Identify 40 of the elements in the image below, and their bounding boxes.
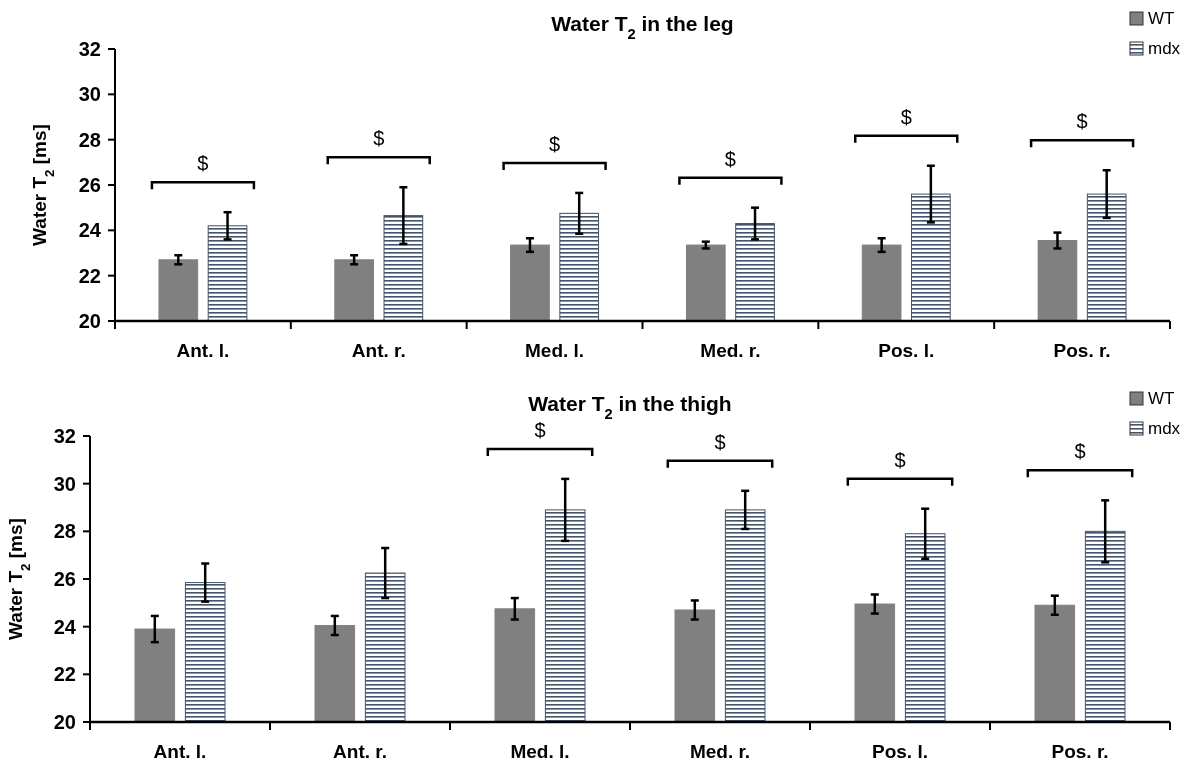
legend-label: WT	[1148, 9, 1175, 28]
legend-label: mdx	[1148, 39, 1181, 58]
annotation: $	[1076, 110, 1088, 133]
y-tick-label: 24	[78, 219, 102, 242]
y-tick-label: 32	[78, 38, 101, 60]
y-tick-label: 26	[78, 174, 101, 196]
y-tick-label: 30	[53, 472, 76, 495]
annotation: $	[373, 127, 385, 150]
y-tick-label: 26	[53, 568, 76, 590]
y-tick-label: 20	[53, 711, 76, 733]
x-tick-label: Pos. l.	[878, 340, 935, 361]
annotation: $	[549, 132, 561, 155]
x-tick-label: Med. l.	[510, 741, 570, 762]
annotation: $	[714, 430, 726, 453]
x-tick-label: Ant. l.	[176, 340, 230, 361]
legend-label: mdx	[1148, 419, 1181, 438]
annotation: $	[894, 448, 906, 471]
x-tick-label: Med. r.	[700, 340, 761, 361]
y-tick-label: 20	[78, 310, 101, 332]
x-tick-label: Pos. r.	[1053, 340, 1111, 361]
x-tick-label: Ant. l.	[153, 741, 207, 762]
legend-label: WT	[1148, 389, 1175, 408]
y-tick-label: 24	[53, 615, 77, 638]
x-tick-label: Med. l.	[525, 340, 585, 361]
x-tick-label: Pos. l.	[872, 741, 928, 762]
annotation: $	[1074, 440, 1086, 463]
x-tick-label: Ant. r.	[333, 741, 387, 762]
y-tick-label: 28	[53, 520, 76, 543]
y-tick-label: 22	[78, 264, 101, 287]
x-tick-label: Ant. r.	[351, 340, 406, 361]
y-tick-label: 30	[78, 83, 101, 106]
annotation: $	[900, 105, 912, 128]
y-tick-label: 28	[78, 128, 101, 151]
x-tick-label: Pos. r.	[1051, 741, 1109, 762]
annotation: $	[724, 147, 736, 170]
y-tick-label: 22	[53, 663, 76, 686]
annotation: $	[197, 152, 209, 175]
chart-title: Water T$_{2}$ in the leg	[551, 12, 734, 42]
x-tick-label: Med. r.	[689, 741, 751, 762]
y-tick-label: 32	[53, 425, 76, 447]
